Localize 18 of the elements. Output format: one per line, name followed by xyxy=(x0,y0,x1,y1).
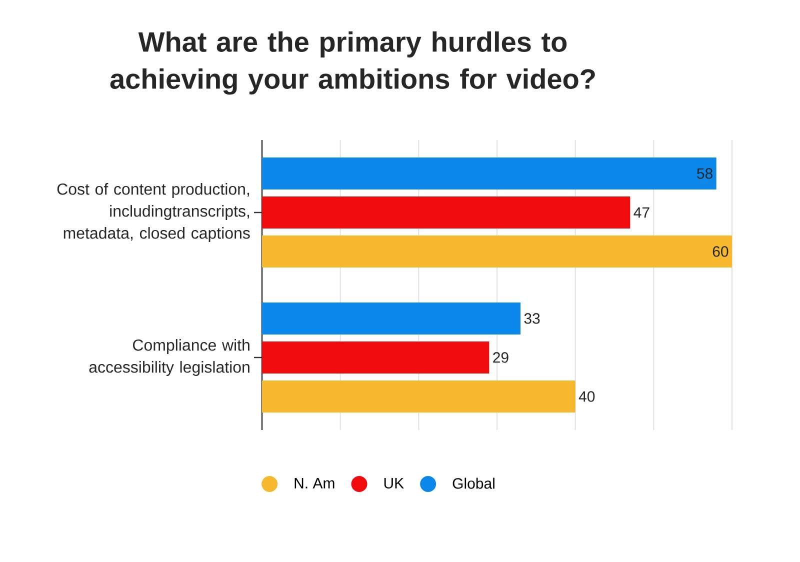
data-label: 29 xyxy=(493,352,508,363)
bar xyxy=(262,196,630,228)
data-label: 58 xyxy=(697,168,712,179)
data-label: 33 xyxy=(524,313,540,324)
bar xyxy=(262,157,716,190)
legend-label: UK xyxy=(384,478,404,488)
bar xyxy=(262,235,732,268)
bar xyxy=(262,342,490,374)
bar xyxy=(262,302,521,334)
y-tick-label: Compliance with accessibility legislation xyxy=(89,339,250,376)
y-tick-label: Cost of content production, includingtranscripts, metadata, closed captions xyxy=(57,183,250,242)
chart-title: What are the primary hurdles to achieving your ambitions for video? xyxy=(110,31,595,95)
data-label: 60 xyxy=(712,246,728,257)
legend-label: Global xyxy=(452,478,494,489)
legend-label: N. Am xyxy=(294,478,334,488)
bar xyxy=(262,380,576,412)
data-label: 47 xyxy=(634,207,650,218)
data-label: 40 xyxy=(578,391,595,402)
